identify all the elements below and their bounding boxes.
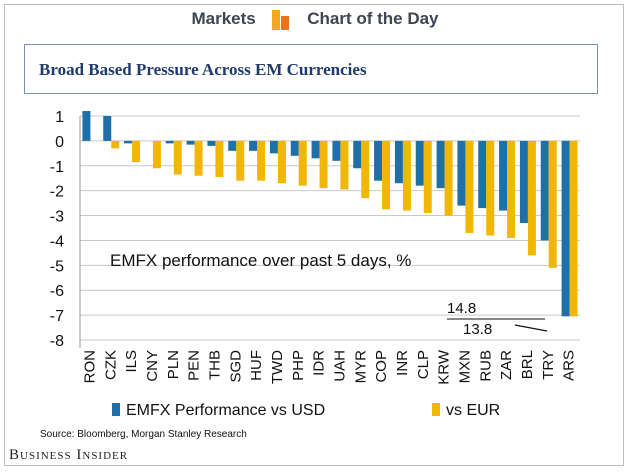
bar-eur [152,140,161,169]
bar-eur [382,140,391,210]
x-tick-label: HUF [248,350,265,381]
bar-eur [257,140,266,181]
title-box: Broad Based Pressure Across EM Currencie… [24,44,598,94]
bar-eur [215,140,224,177]
chart-frame [4,4,624,466]
legend-swatch-usd [112,403,120,416]
x-tick-label: CZK [102,350,119,380]
header-chart-of-the-day: Chart of the Day [307,9,439,28]
x-tick-label: BRL [519,350,536,379]
bar-eur [465,140,474,233]
legend-label-eur: vs EUR [446,402,500,419]
break-label-eur: 13.8 [463,321,492,338]
x-tick-label: UAH [331,350,348,382]
y-tick-label: 1 [55,109,64,126]
bar-usd [311,140,320,159]
x-tick-label: RUB [477,350,494,382]
bar-eur [444,140,453,216]
bar-usd [165,140,174,144]
bar-usd [332,140,341,161]
chart-title: Broad Based Pressure Across EM Currencie… [39,60,367,79]
x-tick-label: PLN [165,350,182,379]
bar-usd [374,140,383,181]
bar-usd [290,140,299,156]
bar-eur [340,140,349,190]
bar-eur [361,140,370,199]
bar-eur [236,140,245,181]
legend-label-usd: EMFX Performance vs USD [126,402,325,419]
x-tick-label: ZAR [498,350,515,380]
bar-eur [298,140,307,186]
x-tick-label: MYR [352,350,369,384]
bar-usd [82,111,91,141]
bar-usd [269,140,278,154]
x-tick-label: PHP [290,350,307,381]
bar-eur [527,140,536,256]
bar-usd [207,140,216,146]
y-tick-label: -5 [50,258,64,275]
y-tick-label: -3 [50,209,64,226]
x-tick-label: INR [394,350,411,376]
y-tick-label: -8 [50,333,64,350]
header-markets: Markets [191,9,256,28]
bar-usd [415,140,424,186]
bar-eur [194,140,203,176]
bar-usd [519,140,528,224]
break-label-usd: 14.8 [447,300,476,317]
bar-usd [394,140,403,184]
y-tick-label: -4 [50,233,64,250]
x-tick-label: IDR [311,350,328,376]
x-tick-label: SGD [227,350,244,383]
x-tick-label: TWD [269,350,286,384]
bar-eur [569,140,578,326]
bar-usd [478,140,487,209]
y-tick-label: -1 [50,159,64,176]
bar-eur [507,140,516,238]
break-connector [514,324,548,332]
y-tick-label: -2 [50,184,64,201]
x-tick-label: THB [206,350,223,380]
bar-usd [540,140,549,241]
bar-eur [132,140,141,163]
x-tick-label: ILS [123,350,140,373]
bar-usd [457,140,466,206]
brand-logo: Business Insider [9,447,129,463]
legend-swatch-eur [432,403,440,416]
chart-annotation: EMFX performance over past 5 days, % [110,251,411,270]
bar-usd [353,140,362,169]
x-tick-label: MXN [456,350,473,383]
x-tick-label: TRY [540,350,557,380]
x-tick-label: COP [373,350,390,383]
x-tick-label: KRW [436,349,453,385]
bar-eur [423,140,432,214]
x-tick-label: CLP [415,350,432,379]
y-tick-label: 0 [55,134,64,151]
bar-chart-logo-icon [270,8,292,30]
bar-usd [103,116,112,141]
source-note: Source: Bloomberg, Morgan Stanley Resear… [40,429,247,440]
axis-break-gap [560,316,579,327]
bar-eur [319,140,328,189]
bar-eur [402,140,411,211]
x-tick-label: ARS [561,350,578,381]
bar-usd [186,140,195,145]
bar-usd [228,140,237,151]
header: Markets Chart of the Day [0,8,630,38]
bar-eur [548,140,557,268]
bar-usd [124,140,133,144]
bar-eur [486,140,495,236]
bar-usd [561,140,570,326]
x-tick-label: CNY [144,350,161,382]
bar-usd [499,140,508,211]
y-tick-label: -7 [50,308,64,325]
x-tick-label: PEN [186,350,203,381]
bar-usd [249,140,258,151]
bar-eur [173,140,182,175]
bar-eur [111,140,120,149]
y-tick-label: -6 [50,283,64,300]
bar-usd [436,140,445,189]
bar-eur [277,140,286,184]
x-tick-label: RON [81,350,98,383]
